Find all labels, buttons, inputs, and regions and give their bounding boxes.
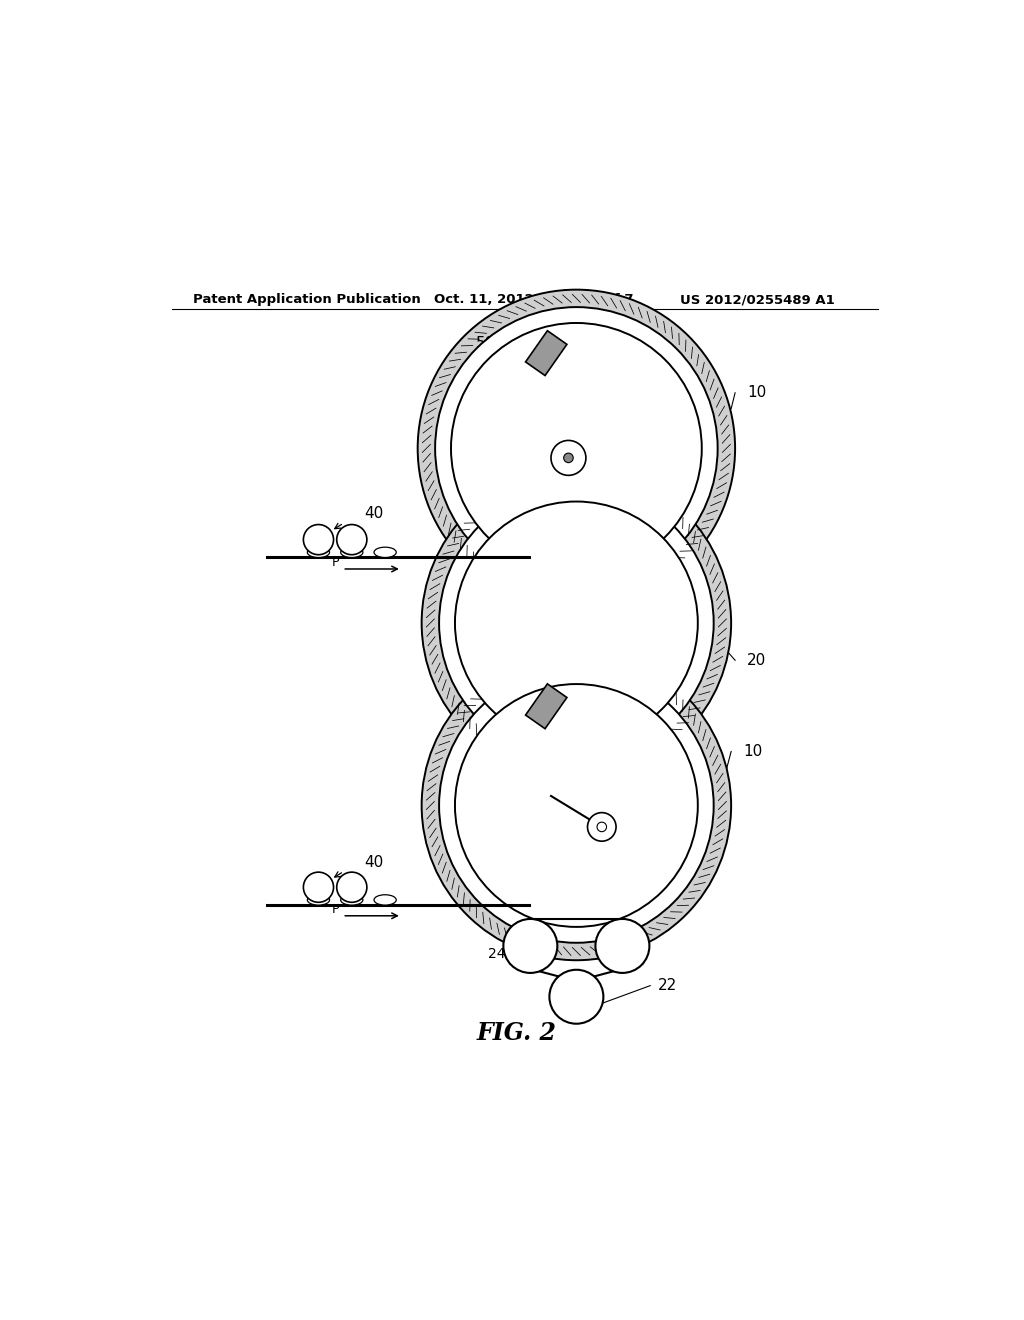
Text: 10: 10 — [748, 385, 766, 400]
Circle shape — [455, 502, 697, 744]
Ellipse shape — [307, 548, 330, 557]
Circle shape — [422, 469, 731, 777]
Circle shape — [435, 308, 718, 590]
Ellipse shape — [374, 895, 396, 906]
Text: 22: 22 — [658, 978, 677, 993]
Ellipse shape — [374, 548, 396, 557]
Polygon shape — [525, 331, 567, 376]
Text: FIG. 1: FIG. 1 — [477, 672, 557, 696]
Text: P: P — [332, 903, 339, 916]
Circle shape — [455, 684, 697, 927]
Circle shape — [418, 289, 735, 607]
Circle shape — [451, 323, 701, 574]
Text: I: I — [531, 888, 535, 900]
Text: 40: 40 — [365, 506, 384, 521]
Circle shape — [303, 524, 334, 554]
Text: 50: 50 — [475, 337, 495, 351]
Text: S: S — [531, 553, 540, 566]
Text: 10: 10 — [743, 744, 762, 759]
Ellipse shape — [341, 895, 362, 906]
Circle shape — [595, 919, 649, 973]
Circle shape — [422, 651, 731, 960]
Text: 40: 40 — [365, 855, 384, 870]
Circle shape — [337, 524, 367, 554]
Text: 24: 24 — [488, 946, 506, 961]
Text: 20: 20 — [748, 653, 766, 668]
Text: 50: 50 — [475, 689, 495, 705]
Circle shape — [337, 873, 367, 903]
Text: FIG. 2: FIG. 2 — [477, 1022, 557, 1045]
Circle shape — [588, 813, 616, 841]
Ellipse shape — [307, 895, 330, 906]
Text: S: S — [531, 900, 540, 912]
Text: 30: 30 — [604, 455, 624, 470]
Circle shape — [303, 873, 334, 903]
Text: US 2012/0255489 A1: US 2012/0255489 A1 — [680, 293, 835, 306]
Circle shape — [550, 970, 603, 1024]
Ellipse shape — [341, 548, 362, 557]
Circle shape — [563, 453, 573, 462]
Text: Patent Application Publication: Patent Application Publication — [194, 293, 421, 306]
Circle shape — [439, 486, 714, 760]
Polygon shape — [525, 684, 567, 729]
Circle shape — [439, 668, 714, 942]
Circle shape — [551, 441, 586, 475]
Text: I: I — [531, 541, 535, 554]
Text: 24: 24 — [610, 946, 628, 961]
Text: P: P — [332, 556, 339, 569]
Text: Oct. 11, 2012  Sheet 1 of 7: Oct. 11, 2012 Sheet 1 of 7 — [433, 293, 633, 306]
Text: 30: 30 — [618, 824, 638, 838]
Circle shape — [504, 919, 557, 973]
